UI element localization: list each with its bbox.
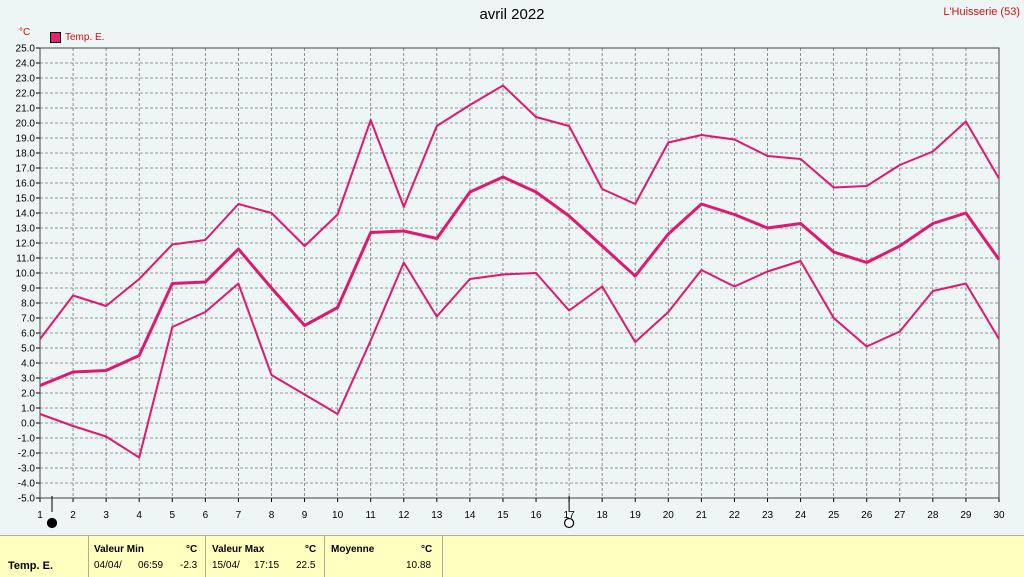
- y-tick-label: 24.0: [16, 59, 36, 70]
- x-tick-label: 17: [564, 510, 576, 521]
- x-tick-label: 23: [762, 510, 774, 521]
- x-tick-label: 28: [927, 510, 939, 521]
- footer-divider: [88, 536, 89, 577]
- series-line-max: [39, 84, 1000, 340]
- y-tick-label: 8.0: [21, 299, 35, 310]
- x-tick-label: 10: [332, 510, 344, 521]
- x-tick-label: 25: [828, 510, 840, 521]
- y-tick-label: 11.0: [16, 254, 35, 265]
- station-name: L'Huisserie (53): [943, 6, 1020, 18]
- x-tick-label: 27: [894, 510, 906, 521]
- max-date: 15/04/: [212, 560, 240, 571]
- y-tick-label: 3.0: [21, 374, 35, 385]
- y-tick-label: 4.0: [21, 359, 35, 370]
- y-tick-label: 9.0: [21, 284, 35, 295]
- plot-frame: [39, 47, 1000, 499]
- mean-header: Moyenne: [331, 544, 375, 555]
- x-tick-label: 20: [663, 510, 675, 521]
- x-tick-label: 12: [398, 510, 410, 521]
- x-tick-label: 8: [269, 510, 275, 521]
- y-tick-label: 25.0: [16, 44, 36, 55]
- legend-swatch: [50, 32, 61, 43]
- mean-unit: °C: [421, 544, 433, 555]
- legend: Temp. E.: [50, 32, 104, 43]
- y-tick-label: 13.0: [16, 224, 36, 235]
- x-tick-label: 18: [597, 510, 609, 521]
- y-tick-label: 19.0: [16, 134, 36, 145]
- y-tick-label: 15.0: [16, 194, 36, 205]
- y-tick-label: 12.0: [16, 239, 36, 250]
- footer-series-label: Temp. E.: [8, 560, 54, 572]
- y-tick-label: 18.0: [16, 149, 36, 160]
- temperature-chart: -5.0 -4.0 -3.0 -2.0 -1.0 0.0 1.0 2.0 3.0 4.0 5.0 6.…: [16, 44, 1005, 529]
- max-unit: °C: [305, 544, 317, 555]
- min-date: 04/04/: [94, 560, 122, 571]
- y-axis-unit: °C: [19, 27, 31, 38]
- y-tick-label: -1.0: [18, 434, 36, 445]
- x-tick-label: 5: [169, 510, 175, 521]
- full-moon-icon: [564, 517, 575, 529]
- series-line-mean: [39, 175, 1001, 387]
- x-tick-label: 16: [530, 510, 542, 521]
- y-tick-label: 22.0: [16, 89, 36, 100]
- mean-value: 10.88: [406, 560, 432, 571]
- max-header: Valeur Max: [212, 544, 265, 555]
- min-value: -2.3: [180, 560, 198, 571]
- x-tick-label: 1: [37, 510, 43, 521]
- min-header: Valeur Min: [94, 544, 145, 555]
- y-tick-label: 23.0: [16, 74, 36, 85]
- x-tick-label: 24: [795, 510, 807, 521]
- y-tick-label: 1.0: [21, 404, 35, 415]
- x-tick-label: 21: [696, 510, 708, 521]
- x-tick-label: 26: [861, 510, 873, 521]
- y-tick-label: 10.0: [16, 269, 36, 280]
- x-tick-label: 7: [236, 510, 242, 521]
- x-tick-label: 30: [993, 510, 1005, 521]
- y-tick-label: 5.0: [21, 344, 35, 355]
- x-tick-label: 3: [103, 510, 109, 521]
- x-tick-label: 29: [960, 510, 972, 521]
- y-tick-label: 2.0: [21, 389, 35, 400]
- y-tick-label: -2.0: [18, 449, 36, 460]
- series-line-min: [39, 260, 1000, 459]
- chart-title: avril 2022: [479, 6, 545, 23]
- x-tick-label: 15: [497, 510, 509, 521]
- y-tick-label: 20.0: [16, 119, 36, 130]
- x-tick-label: 11: [365, 510, 376, 521]
- y-tick-label: 17.0: [16, 164, 36, 175]
- x-tick-label: 13: [431, 510, 443, 521]
- y-tick-label: 6.0: [21, 329, 35, 340]
- y-tick-label: 7.0: [21, 314, 35, 325]
- new-moon-icon: [46, 517, 58, 529]
- x-tick-label: 22: [729, 510, 741, 521]
- x-tick-label: 14: [464, 510, 476, 521]
- y-tick-label: -3.0: [18, 464, 36, 475]
- x-tick-label: 19: [630, 510, 642, 521]
- x-tick-label: 6: [203, 510, 209, 521]
- footer-divider: [205, 536, 206, 577]
- y-tick-label: 16.0: [16, 179, 36, 190]
- max-time: 17:15: [254, 560, 280, 571]
- y-tick-label: 0.0: [21, 419, 35, 430]
- x-tick-label: 9: [302, 510, 308, 521]
- y-tick-label: 21.0: [16, 104, 36, 115]
- x-tick-label: 4: [136, 510, 142, 521]
- y-tick-label: -4.0: [18, 479, 36, 490]
- min-unit: °C: [186, 544, 198, 555]
- min-time: 06:59: [138, 560, 164, 571]
- y-tick-label: 14.0: [16, 209, 36, 220]
- y-tick-label: -5.0: [18, 494, 36, 505]
- max-value: 22.5: [296, 560, 316, 571]
- footer-divider: [324, 536, 325, 577]
- legend-label: Temp. E.: [65, 32, 105, 43]
- x-tick-label: 2: [70, 510, 76, 521]
- footer-divider: [442, 536, 443, 577]
- stats-footer: Temp. E. Valeur Min °C 04/04/ 06:59 -2.3…: [0, 535, 1024, 577]
